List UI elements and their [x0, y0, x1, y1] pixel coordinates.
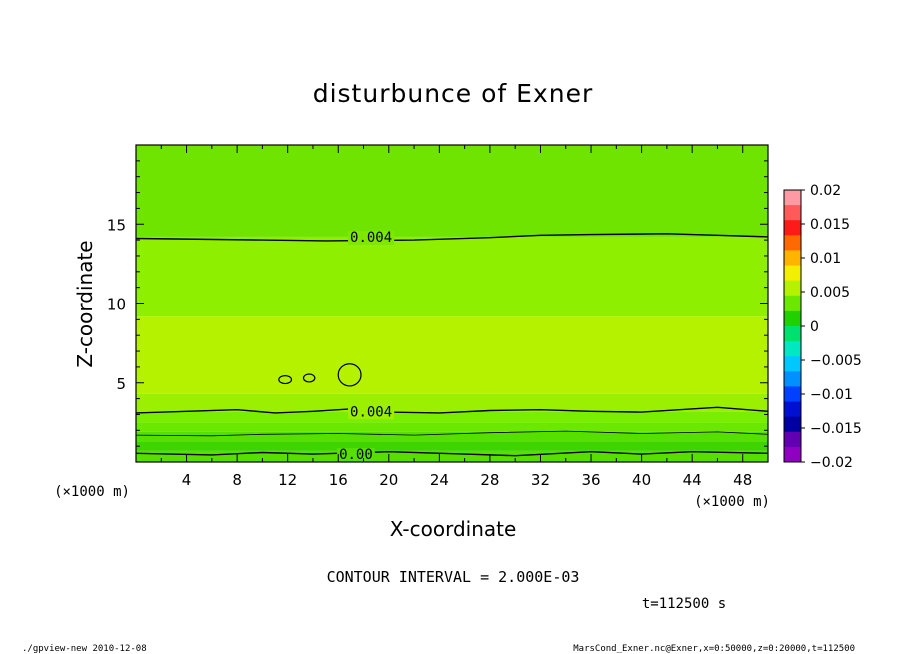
- x-tick-label-24: 24: [430, 471, 449, 489]
- colorbar-swatch-2: [784, 220, 801, 236]
- contour-label-bg-2: [337, 448, 375, 463]
- fill-band-0: [136, 450, 768, 462]
- closed-contour-0: [278, 375, 293, 385]
- x-tick-label-12: 12: [278, 471, 297, 489]
- colorbar-swatch-1: [784, 205, 801, 221]
- y-unit-label: (×1000 m): [54, 484, 130, 500]
- y-tick-label-15: 15: [107, 216, 126, 234]
- fill-band-6: [136, 316, 768, 394]
- y-axis-label: Z-coordinate: [73, 240, 97, 367]
- contour-label-text-0: 0.004: [350, 230, 392, 246]
- colorbar-swatch-8: [784, 310, 801, 327]
- colorbar: 0.02 0.015 0.01 0.005 0 −0.005 −0.01 −0.015 −0.0…: [783, 183, 862, 471]
- colorbar-swatch-17: [784, 446, 801, 463]
- x-tick-label-48: 48: [733, 471, 752, 489]
- contour-interval-text: CONTOUR INTERVAL = 2.000E-03: [327, 568, 580, 586]
- colorbar-swatch-7: [784, 295, 801, 312]
- footer-left: ./gpview-new 2010-12-08: [22, 644, 147, 654]
- colorbar-swatch-14: [784, 401, 801, 418]
- colorbar-label-4: 0: [810, 319, 819, 335]
- contour-label-1: 0.004: [348, 404, 395, 420]
- chart-title: disturbunce of Exner: [313, 79, 594, 108]
- colorbar-label-6: −0.01: [810, 387, 853, 403]
- fill-band-1: [136, 441, 768, 451]
- contour-line-1: [135, 406, 769, 414]
- colorbar-swatch-6: [784, 280, 801, 297]
- x-tick-label-4: 4: [182, 471, 192, 489]
- colorbar-swatch-9: [784, 326, 801, 342]
- colorbar-swatch-4: [784, 250, 801, 266]
- x-tick-label-8: 8: [232, 471, 242, 489]
- colorbar-swatch-10: [784, 341, 801, 357]
- contour-label-text-2: 0.00: [339, 447, 373, 463]
- x-tick-label-20: 20: [379, 471, 398, 489]
- fill-band-7: [136, 236, 768, 317]
- closed-contour-2: [337, 363, 362, 387]
- x-tick-label-44: 44: [683, 471, 702, 489]
- y-tick-label-10: 10: [107, 296, 126, 314]
- colorbar-swatch-11: [784, 356, 801, 372]
- x-tick-label-32: 32: [531, 471, 550, 489]
- contour-label-0: 0.004: [348, 230, 395, 246]
- time-text: t=112500 s: [642, 596, 726, 612]
- fill-band-3: [136, 422, 768, 432]
- contour-label-bg-1: [348, 405, 395, 420]
- x-unit-label: (×1000 m): [694, 494, 770, 510]
- colorbar-swatch-12: [784, 371, 801, 387]
- x-tick-label-28: 28: [480, 471, 499, 489]
- colorbar-label-1: 0.015: [810, 217, 850, 233]
- colorbar-label-0: 0.02: [810, 183, 841, 199]
- colorbar-label-2: 0.01: [810, 251, 841, 267]
- fill-band-2: [136, 431, 768, 442]
- contour-label-bg-0: [348, 230, 395, 245]
- y-tick-label-5: 5: [116, 375, 126, 393]
- x-tick-label-36: 36: [581, 471, 600, 489]
- colorbar-label-8: −0.02: [810, 455, 853, 471]
- contour-label-2: 0.00: [337, 447, 375, 463]
- colorbar-swatch-3: [784, 235, 801, 251]
- x-tick-label-40: 40: [632, 471, 651, 489]
- contour-line-0: [135, 233, 769, 242]
- colorbar-label-5: −0.005: [810, 353, 862, 369]
- fill-band-8: [136, 145, 768, 237]
- colorbar-swatch-15: [784, 416, 801, 433]
- contour-line-2: [135, 430, 769, 437]
- fill-band-5: [136, 393, 768, 412]
- colorbar-swatch-16: [784, 431, 801, 448]
- footer-right: MarsCond_Exner.nc@Exner,x=0:50000,z=0:20…: [573, 644, 855, 654]
- colorbar-swatch-5: [784, 265, 801, 282]
- x-axis-label: X-coordinate: [390, 517, 517, 541]
- colorbar-swatch-0: [784, 190, 801, 206]
- fill-band-4: [136, 411, 768, 423]
- colorbar-label-7: −0.015: [810, 421, 862, 437]
- contour-line-3: [135, 450, 769, 457]
- contour-label-text-1: 0.004: [350, 404, 392, 420]
- colorbar-swatch-13: [784, 386, 801, 402]
- colorbar-label-3: 0.005: [810, 285, 850, 301]
- x-tick-label-16: 16: [329, 471, 348, 489]
- closed-contour-1: [302, 373, 316, 383]
